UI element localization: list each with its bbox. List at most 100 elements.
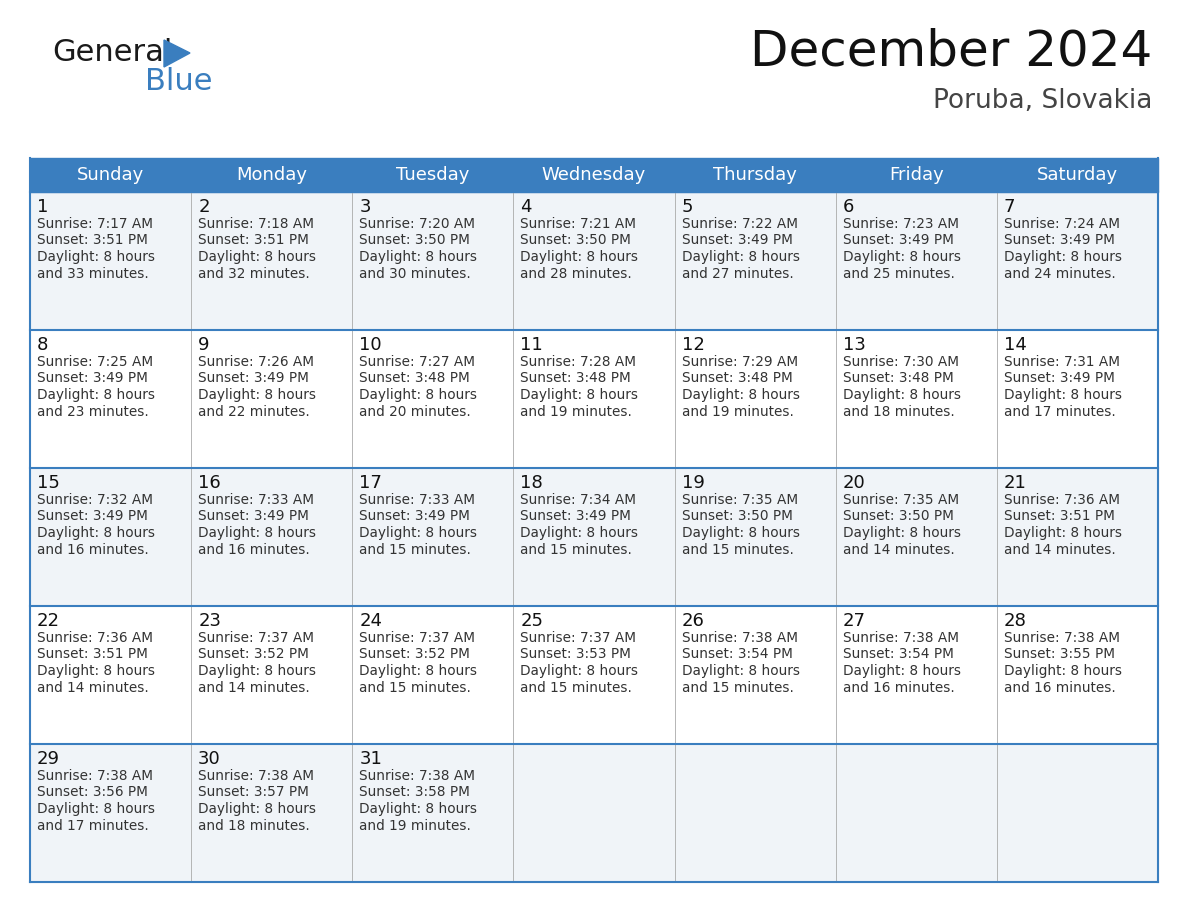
Text: Sunset: 3:51 PM: Sunset: 3:51 PM xyxy=(1004,509,1114,523)
Text: 1: 1 xyxy=(37,198,49,216)
Text: and 32 minutes.: and 32 minutes. xyxy=(198,266,310,281)
Text: Sunset: 3:56 PM: Sunset: 3:56 PM xyxy=(37,786,147,800)
Text: Sunrise: 7:35 AM: Sunrise: 7:35 AM xyxy=(682,493,797,507)
Text: Sunrise: 7:32 AM: Sunrise: 7:32 AM xyxy=(37,493,153,507)
Text: Daylight: 8 hours: Daylight: 8 hours xyxy=(842,664,961,678)
Text: and 15 minutes.: and 15 minutes. xyxy=(520,543,632,556)
Text: Sunrise: 7:17 AM: Sunrise: 7:17 AM xyxy=(37,217,153,231)
Text: Sunrise: 7:24 AM: Sunrise: 7:24 AM xyxy=(1004,217,1120,231)
Bar xyxy=(30,744,1158,882)
Text: Blue: Blue xyxy=(145,67,213,96)
Text: 29: 29 xyxy=(37,750,61,768)
Text: and 25 minutes.: and 25 minutes. xyxy=(842,266,955,281)
Text: 12: 12 xyxy=(682,336,704,354)
Text: Sunrise: 7:23 AM: Sunrise: 7:23 AM xyxy=(842,217,959,231)
Text: Sunset: 3:49 PM: Sunset: 3:49 PM xyxy=(520,509,631,523)
Text: Daylight: 8 hours: Daylight: 8 hours xyxy=(37,250,154,264)
Text: Sunrise: 7:37 AM: Sunrise: 7:37 AM xyxy=(520,631,637,645)
Text: Sunset: 3:48 PM: Sunset: 3:48 PM xyxy=(520,372,631,386)
Text: Sunrise: 7:21 AM: Sunrise: 7:21 AM xyxy=(520,217,637,231)
Text: Sunset: 3:49 PM: Sunset: 3:49 PM xyxy=(359,509,470,523)
Text: and 18 minutes.: and 18 minutes. xyxy=(842,405,954,419)
Text: and 17 minutes.: and 17 minutes. xyxy=(1004,405,1116,419)
Text: 4: 4 xyxy=(520,198,532,216)
Text: Daylight: 8 hours: Daylight: 8 hours xyxy=(198,250,316,264)
Bar xyxy=(30,192,1158,330)
Text: Daylight: 8 hours: Daylight: 8 hours xyxy=(359,388,478,402)
Polygon shape xyxy=(164,40,190,67)
Text: Sunset: 3:52 PM: Sunset: 3:52 PM xyxy=(359,647,470,662)
Text: 10: 10 xyxy=(359,336,381,354)
Text: Daylight: 8 hours: Daylight: 8 hours xyxy=(198,802,316,816)
Text: 25: 25 xyxy=(520,612,543,630)
Text: 28: 28 xyxy=(1004,612,1026,630)
Text: Daylight: 8 hours: Daylight: 8 hours xyxy=(1004,250,1121,264)
Text: General: General xyxy=(52,38,172,67)
Text: Daylight: 8 hours: Daylight: 8 hours xyxy=(198,526,316,540)
Text: and 15 minutes.: and 15 minutes. xyxy=(359,543,472,556)
Text: Daylight: 8 hours: Daylight: 8 hours xyxy=(682,526,800,540)
Text: Daylight: 8 hours: Daylight: 8 hours xyxy=(1004,664,1121,678)
Text: 3: 3 xyxy=(359,198,371,216)
Text: Daylight: 8 hours: Daylight: 8 hours xyxy=(1004,526,1121,540)
Text: and 14 minutes.: and 14 minutes. xyxy=(842,543,954,556)
Text: 18: 18 xyxy=(520,474,543,492)
Text: Sunset: 3:57 PM: Sunset: 3:57 PM xyxy=(198,786,309,800)
Text: Sunset: 3:49 PM: Sunset: 3:49 PM xyxy=(37,372,147,386)
Text: Sunday: Sunday xyxy=(77,166,144,184)
Text: Sunrise: 7:33 AM: Sunrise: 7:33 AM xyxy=(198,493,314,507)
Text: Daylight: 8 hours: Daylight: 8 hours xyxy=(682,250,800,264)
Text: Sunrise: 7:38 AM: Sunrise: 7:38 AM xyxy=(198,769,314,783)
Text: Sunrise: 7:37 AM: Sunrise: 7:37 AM xyxy=(198,631,314,645)
Text: Sunset: 3:48 PM: Sunset: 3:48 PM xyxy=(359,372,470,386)
Text: and 16 minutes.: and 16 minutes. xyxy=(1004,680,1116,695)
Text: Daylight: 8 hours: Daylight: 8 hours xyxy=(359,250,478,264)
Text: Sunrise: 7:29 AM: Sunrise: 7:29 AM xyxy=(682,355,797,369)
Text: 11: 11 xyxy=(520,336,543,354)
Text: and 19 minutes.: and 19 minutes. xyxy=(520,405,632,419)
Text: Thursday: Thursday xyxy=(713,166,797,184)
Text: and 28 minutes.: and 28 minutes. xyxy=(520,266,632,281)
Text: Monday: Monday xyxy=(236,166,308,184)
Text: Sunset: 3:55 PM: Sunset: 3:55 PM xyxy=(1004,647,1114,662)
Text: Sunrise: 7:38 AM: Sunrise: 7:38 AM xyxy=(37,769,153,783)
Text: Daylight: 8 hours: Daylight: 8 hours xyxy=(520,250,638,264)
Text: Sunrise: 7:31 AM: Sunrise: 7:31 AM xyxy=(1004,355,1120,369)
Text: Sunset: 3:49 PM: Sunset: 3:49 PM xyxy=(198,509,309,523)
Text: 9: 9 xyxy=(198,336,209,354)
Text: Sunrise: 7:35 AM: Sunrise: 7:35 AM xyxy=(842,493,959,507)
Text: Tuesday: Tuesday xyxy=(396,166,469,184)
Text: 19: 19 xyxy=(682,474,704,492)
Text: Daylight: 8 hours: Daylight: 8 hours xyxy=(359,664,478,678)
Text: and 33 minutes.: and 33 minutes. xyxy=(37,266,148,281)
Text: Sunset: 3:48 PM: Sunset: 3:48 PM xyxy=(682,372,792,386)
Text: Daylight: 8 hours: Daylight: 8 hours xyxy=(842,388,961,402)
Text: Sunrise: 7:27 AM: Sunrise: 7:27 AM xyxy=(359,355,475,369)
Text: 7: 7 xyxy=(1004,198,1016,216)
Text: and 18 minutes.: and 18 minutes. xyxy=(198,819,310,833)
Text: Sunset: 3:49 PM: Sunset: 3:49 PM xyxy=(682,233,792,248)
Text: 20: 20 xyxy=(842,474,866,492)
Text: Daylight: 8 hours: Daylight: 8 hours xyxy=(37,388,154,402)
Text: 31: 31 xyxy=(359,750,383,768)
Text: 8: 8 xyxy=(37,336,49,354)
Text: 23: 23 xyxy=(198,612,221,630)
Bar xyxy=(30,330,1158,468)
Text: Sunrise: 7:26 AM: Sunrise: 7:26 AM xyxy=(198,355,314,369)
Text: Sunrise: 7:36 AM: Sunrise: 7:36 AM xyxy=(37,631,153,645)
Text: Daylight: 8 hours: Daylight: 8 hours xyxy=(682,388,800,402)
Text: Sunset: 3:58 PM: Sunset: 3:58 PM xyxy=(359,786,470,800)
Text: Daylight: 8 hours: Daylight: 8 hours xyxy=(37,664,154,678)
Text: Daylight: 8 hours: Daylight: 8 hours xyxy=(842,250,961,264)
Text: 30: 30 xyxy=(198,750,221,768)
Text: and 17 minutes.: and 17 minutes. xyxy=(37,819,148,833)
Text: Sunset: 3:49 PM: Sunset: 3:49 PM xyxy=(1004,233,1114,248)
Text: Sunset: 3:50 PM: Sunset: 3:50 PM xyxy=(520,233,631,248)
Text: Daylight: 8 hours: Daylight: 8 hours xyxy=(198,664,316,678)
Text: Daylight: 8 hours: Daylight: 8 hours xyxy=(1004,388,1121,402)
Text: Sunset: 3:49 PM: Sunset: 3:49 PM xyxy=(842,233,954,248)
Text: Sunset: 3:52 PM: Sunset: 3:52 PM xyxy=(198,647,309,662)
Text: Sunset: 3:50 PM: Sunset: 3:50 PM xyxy=(842,509,954,523)
Text: Sunset: 3:54 PM: Sunset: 3:54 PM xyxy=(842,647,954,662)
Text: Sunrise: 7:34 AM: Sunrise: 7:34 AM xyxy=(520,493,637,507)
